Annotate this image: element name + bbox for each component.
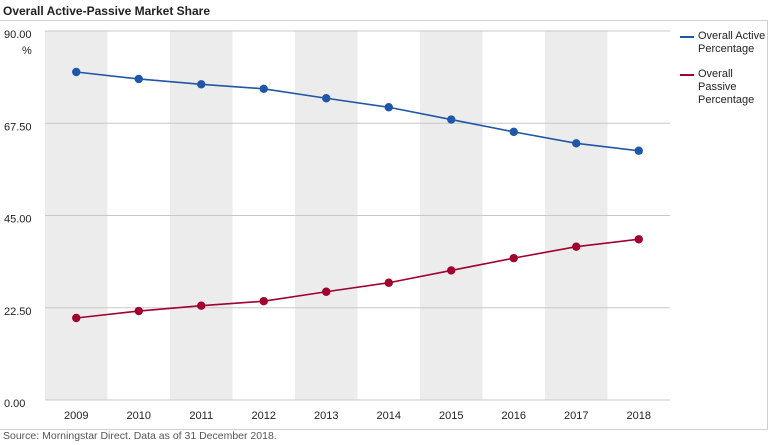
data-point-0 bbox=[634, 146, 643, 155]
y-axis-unit: % bbox=[22, 45, 32, 57]
legend-item-active: Overall Active Percentage bbox=[680, 30, 766, 56]
data-point-0 bbox=[197, 80, 206, 89]
legend-swatch-active bbox=[680, 36, 694, 38]
source-note: Source: Morningstar Direct. Data as of 3… bbox=[3, 430, 277, 442]
data-point-0 bbox=[384, 103, 393, 112]
data-point-1 bbox=[572, 242, 581, 251]
data-point-1 bbox=[134, 306, 143, 316]
data-point-1 bbox=[259, 296, 268, 306]
y-tick-label: 45.00 bbox=[4, 214, 32, 226]
x-tick-label: 2010 bbox=[127, 410, 151, 422]
y-tick-label: 22.50 bbox=[4, 306, 32, 318]
legend-label-active: Overall Active Percentage bbox=[698, 30, 766, 55]
chart-title: Overall Active-Passive Market Share bbox=[3, 4, 211, 18]
x-tick-label: 2009 bbox=[64, 410, 88, 422]
legend-label-passive: Overall Passive Percentage bbox=[698, 68, 755, 106]
x-tick-label: 2017 bbox=[564, 410, 588, 422]
data-point-1 bbox=[322, 287, 331, 296]
y-tick-label: 0.00 bbox=[4, 398, 25, 410]
data-point-0 bbox=[72, 67, 81, 77]
data-point-1 bbox=[509, 253, 518, 263]
data-point-0 bbox=[509, 127, 518, 137]
x-tick-label: 2012 bbox=[252, 410, 276, 422]
data-point-0 bbox=[572, 139, 581, 148]
x-tick-label: 2011 bbox=[189, 410, 213, 422]
legend-item-passive: Overall Passive Percentage bbox=[680, 68, 766, 107]
data-point-1 bbox=[197, 301, 206, 310]
x-tick-label: 2018 bbox=[627, 410, 651, 422]
x-tick-label: 2013 bbox=[314, 410, 338, 422]
x-tick-label: 2014 bbox=[377, 410, 401, 422]
y-tick-label: 90.00 bbox=[4, 29, 32, 41]
y-tick-label: 67.50 bbox=[4, 121, 32, 133]
legend-swatch-passive bbox=[680, 74, 694, 76]
data-point-1 bbox=[384, 278, 393, 287]
data-point-1 bbox=[447, 266, 456, 275]
data-point-0 bbox=[134, 74, 143, 84]
data-point-0 bbox=[322, 94, 331, 103]
data-point-0 bbox=[259, 84, 268, 94]
series-line-1 bbox=[76, 238, 639, 319]
x-tick-label: 2015 bbox=[439, 410, 463, 422]
series-line-0 bbox=[76, 71, 639, 152]
data-point-1 bbox=[72, 313, 81, 323]
data-point-0 bbox=[447, 115, 456, 124]
x-tick-label: 2016 bbox=[502, 410, 526, 422]
data-point-1 bbox=[634, 235, 643, 244]
